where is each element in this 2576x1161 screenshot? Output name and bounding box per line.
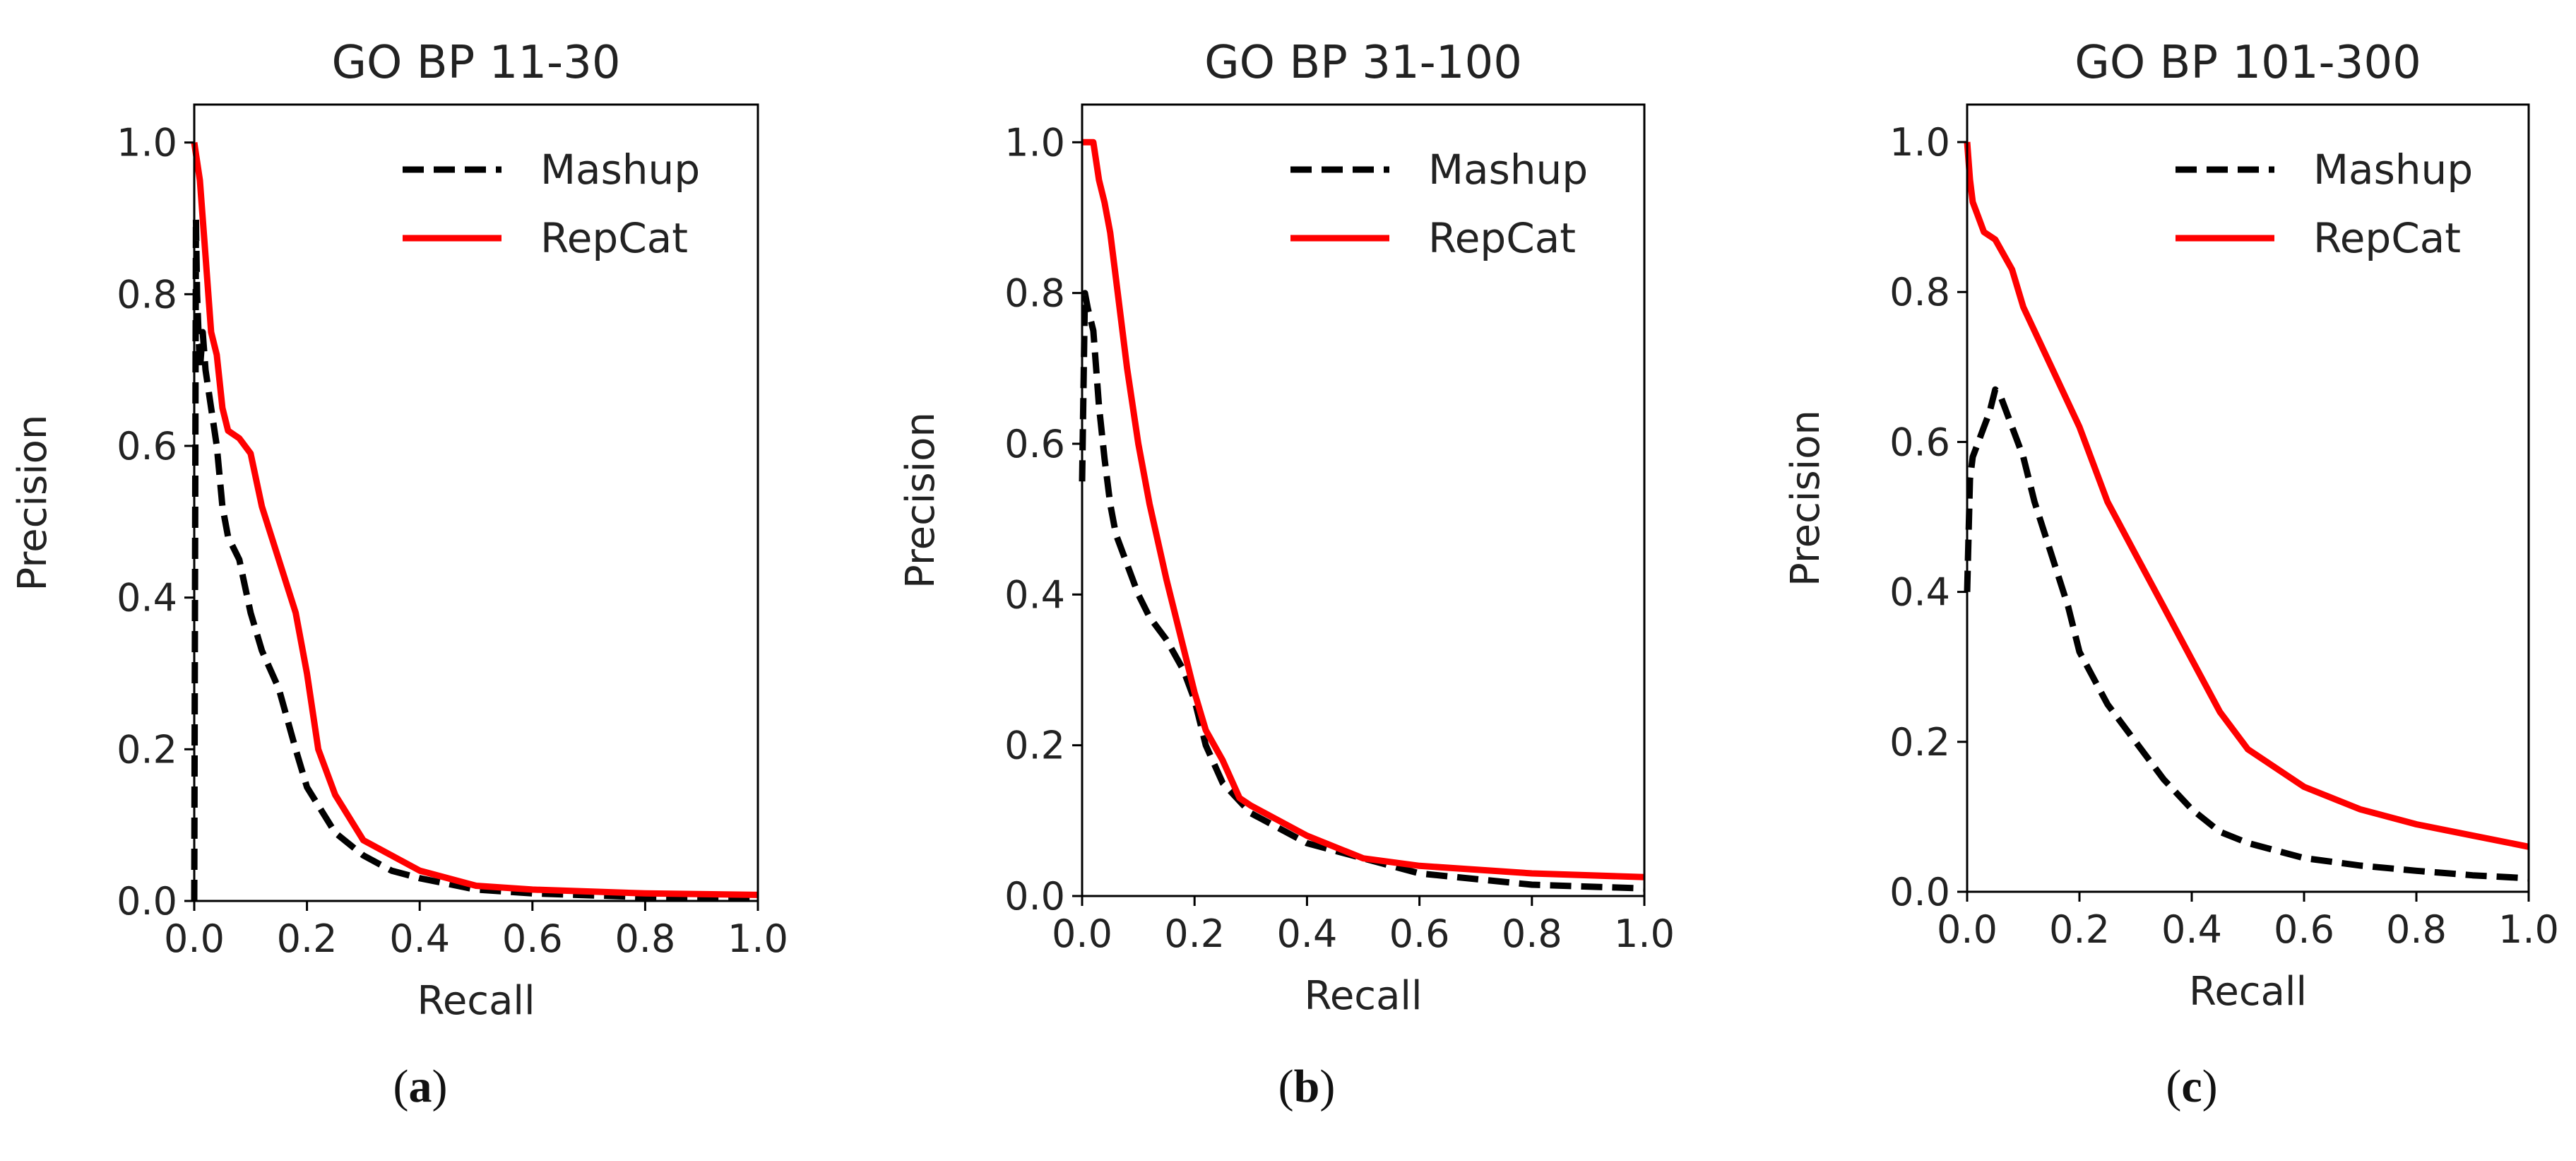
y-axis-label: Precision [898, 412, 944, 589]
legend-label-mashup: Mashup [2313, 146, 2473, 194]
chart-title: GO BP 31-100 [1204, 37, 1522, 89]
chart-panel-2: 0.0 0.2 0.4 0.6 0.8 1.0 0.0 0.2 0.4 0.6 0.8 1.0 GO B… [898, 37, 1675, 1019]
series-line-repcat [1964, 141, 2529, 850]
x-tick-label: 1.0 [2498, 907, 2559, 952]
x-tick-label: 0.4 [1276, 912, 1337, 956]
plot-frame [1081, 103, 1646, 897]
x-tick-label: 1.0 [728, 917, 788, 961]
chart-title: GO BP 101-300 [2075, 37, 2421, 89]
y-tick-label: 0.4 [1004, 572, 1065, 617]
x-tick-label: 0.2 [2049, 907, 2110, 952]
x-tick-label: 0.2 [1164, 912, 1225, 956]
x-tick-label: 0.6 [1389, 912, 1450, 956]
y-tick-label: 1.0 [117, 121, 177, 165]
x-axis-label: Recall [2189, 969, 2307, 1015]
legend: Mashup RepCat [2176, 146, 2473, 262]
y-tick-label: 0.2 [1889, 720, 1950, 765]
x-tick-label: 0.4 [389, 917, 450, 961]
y-axis-label: Precision [1783, 410, 1829, 587]
x-tick-label: 0.4 [2161, 907, 2222, 952]
x-tick-label: 0.0 [164, 917, 225, 961]
x-tick-label: 0.8 [615, 917, 675, 961]
x-axis-label: Recall [1304, 973, 1422, 1019]
y-tick-label: 0.2 [1004, 724, 1065, 768]
legend: Mashup RepCat [1290, 146, 1588, 262]
plot-frame [193, 103, 759, 902]
x-tick-label: 1.0 [1614, 912, 1675, 956]
plot-frame [1966, 103, 2530, 893]
y-tick-label: 0.6 [117, 424, 177, 468]
chart-panel-1: 0.0 0.2 0.4 0.6 0.8 1.0 0.0 0.2 0.4 0.6 0.8 1.0 GO B… [10, 37, 788, 1024]
y-tick-label: 0.2 [117, 727, 177, 772]
y-tick-label: 0.6 [1004, 422, 1065, 466]
x-tick-label: 0.0 [1937, 907, 1998, 952]
series-line-mashup [1964, 386, 2529, 882]
y-tick-label: 0.4 [1889, 570, 1950, 615]
legend-label-repcat: RepCat [1428, 214, 1576, 262]
y-tick-label: 1.0 [1004, 120, 1065, 165]
series-line-repcat [1082, 139, 1645, 880]
y-tick-label: 1.0 [1889, 120, 1950, 165]
legend-label-repcat: RepCat [540, 214, 688, 262]
y-tick-label: 0.8 [117, 272, 177, 317]
series-line-repcat [191, 142, 759, 898]
panel-label-a: (a) [393, 1061, 448, 1112]
y-tick-label: 0.0 [1889, 870, 1950, 914]
panel-label-b: (b) [1278, 1061, 1336, 1112]
y-tick-label: 0.4 [117, 576, 177, 620]
legend-label-mashup: Mashup [1428, 146, 1588, 194]
y-tick-label: 0.8 [1004, 271, 1065, 316]
x-tick-label: 0.8 [2386, 907, 2447, 952]
legend-label-repcat: RepCat [2313, 214, 2461, 262]
y-tick-label: 0.0 [117, 879, 177, 924]
x-tick-label: 0.8 [1502, 912, 1562, 956]
chart-panel-3: 0.0 0.2 0.4 0.6 0.8 1.0 0.0 0.2 0.4 0.6 0.8 1.0 GO B… [1783, 37, 2559, 1015]
panel-label-c: (c) [2166, 1061, 2218, 1112]
y-tick-label: 0.0 [1004, 874, 1065, 919]
series-line-mashup [191, 215, 759, 902]
legend: Mashup RepCat [403, 146, 700, 262]
y-tick-label: 0.6 [1889, 420, 1950, 464]
x-tick-label: 0.6 [502, 917, 563, 961]
series-line-mashup [1079, 290, 1645, 892]
x-tick-label: 0.6 [2274, 907, 2334, 952]
y-axis-label: Precision [10, 415, 56, 591]
legend-label-mashup: Mashup [540, 146, 700, 194]
x-tick-label: 0.2 [277, 917, 338, 961]
chart-title: GO BP 11-30 [331, 37, 620, 89]
y-tick-label: 0.8 [1889, 270, 1950, 314]
x-axis-label: Recall [417, 978, 535, 1024]
x-tick-label: 0.0 [1052, 912, 1112, 956]
